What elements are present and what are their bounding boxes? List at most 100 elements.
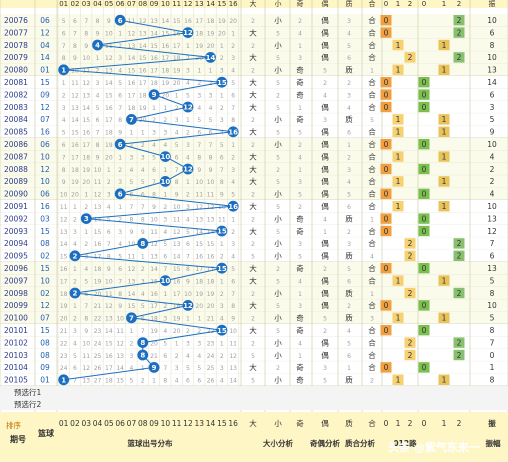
miss-count: 15 bbox=[207, 241, 215, 248]
preselect-label: 预选行2 bbox=[14, 399, 41, 409]
miss-count: 20 bbox=[94, 291, 102, 298]
route-cell bbox=[453, 250, 465, 261]
route-cell bbox=[453, 287, 465, 299]
miss-count: 2 bbox=[141, 378, 145, 385]
ball-code: 08 bbox=[40, 338, 50, 347]
miss-count: 12 bbox=[229, 353, 237, 360]
miss-count: 2 bbox=[231, 43, 235, 50]
size-value: 小 bbox=[274, 16, 282, 25]
miss-count: 10 bbox=[116, 316, 124, 323]
miss-count: 14 bbox=[139, 43, 147, 50]
preselect-row[interactable] bbox=[0, 386, 508, 398]
drawn-ball-label: 15 bbox=[217, 79, 227, 87]
miss-count: 7 bbox=[107, 241, 111, 248]
parity-miss: 4 bbox=[298, 340, 302, 347]
amplitude-value: 13 bbox=[487, 66, 497, 75]
amplitude-value: 5 bbox=[490, 314, 495, 323]
miss-count: 17 bbox=[173, 291, 181, 298]
amplitude-value: 6 bbox=[490, 28, 495, 37]
parity-miss: 2 bbox=[298, 142, 302, 149]
miss-count: 4 bbox=[231, 68, 235, 75]
ball-code: 12 bbox=[40, 165, 50, 174]
ball-code: 09 bbox=[40, 363, 50, 372]
header-ball-number: 03 bbox=[82, 0, 91, 8]
issue-number: 20094 bbox=[4, 239, 28, 248]
drawn-ball-label: 1 bbox=[61, 66, 66, 74]
miss-count: 9 bbox=[175, 192, 179, 199]
footer-ball-number: 02 bbox=[70, 419, 80, 428]
miss-count: 2 bbox=[197, 328, 201, 335]
miss-count: 7 bbox=[141, 204, 145, 211]
ball-code: 08 bbox=[40, 239, 50, 248]
size-miss: 5 bbox=[276, 204, 280, 211]
prime-value: 质 bbox=[345, 288, 353, 298]
mod3-cell bbox=[404, 52, 416, 63]
miss-count: 24 bbox=[207, 353, 215, 360]
miss-count: 4 bbox=[163, 142, 167, 149]
prime-value: 合 bbox=[368, 325, 376, 335]
mod3-value: 1 bbox=[396, 152, 401, 161]
parity-miss: 2 bbox=[298, 18, 302, 25]
prime-miss: 3 bbox=[347, 18, 351, 25]
miss-count: 9 bbox=[62, 179, 66, 186]
miss-count: 5 bbox=[96, 105, 100, 112]
miss-count: 20 bbox=[207, 43, 215, 50]
issue-number: 20095 bbox=[4, 252, 28, 261]
prime-value: 质 bbox=[345, 251, 353, 261]
size-miss: 5 bbox=[276, 179, 280, 186]
route-cell bbox=[438, 312, 450, 323]
miss-count: 8 bbox=[96, 18, 100, 25]
miss-count: 3 bbox=[152, 130, 156, 137]
miss-count: 3 bbox=[220, 365, 224, 372]
table-row bbox=[0, 336, 508, 349]
prime-miss: 5 bbox=[347, 192, 351, 199]
miss-count: 13 bbox=[207, 216, 215, 223]
header-odd: 奇 bbox=[297, 0, 304, 8]
miss-count: 8 bbox=[220, 179, 224, 186]
miss-count: 11 bbox=[128, 254, 136, 261]
issue-number: 20093 bbox=[4, 227, 28, 236]
miss-count: 9 bbox=[231, 316, 235, 323]
miss-count: 4 bbox=[163, 328, 167, 335]
header-ball-number: 02 bbox=[70, 0, 79, 8]
prime-value: 合 bbox=[368, 238, 376, 248]
mod3-value: 1 bbox=[396, 276, 401, 285]
parity-value: 奇 bbox=[296, 375, 304, 385]
prime-value: 合 bbox=[368, 139, 376, 149]
mod3-value: 0 bbox=[384, 214, 389, 223]
miss-count: 14 bbox=[173, 254, 181, 261]
parity-miss: 4 bbox=[298, 278, 302, 285]
parity-miss: 2 bbox=[323, 80, 327, 87]
miss-count: 19 bbox=[150, 328, 158, 335]
prime-miss: 3 bbox=[370, 316, 374, 323]
prime-miss: 4 bbox=[347, 30, 351, 37]
miss-count: 7 bbox=[96, 130, 100, 137]
footer-big: 大 bbox=[249, 418, 257, 428]
route-value: 2 bbox=[457, 53, 462, 62]
miss-count: 17 bbox=[195, 266, 203, 273]
miss-count: 16 bbox=[94, 241, 102, 248]
issue-number: 20076 bbox=[4, 16, 28, 25]
miss-count: 7 bbox=[220, 167, 224, 174]
miss-count: 5 bbox=[186, 92, 190, 99]
miss-count: 5 bbox=[220, 142, 224, 149]
miss-count: 3 bbox=[141, 278, 145, 285]
size-value: 大 bbox=[249, 362, 257, 372]
drawn-ball-marker bbox=[137, 349, 149, 361]
miss-count: 4 bbox=[62, 117, 66, 124]
miss-count: 12 bbox=[60, 216, 68, 223]
header-ball-number: 15 bbox=[217, 0, 226, 8]
route-value: 2 bbox=[457, 28, 462, 37]
issue-number: 20092 bbox=[4, 214, 28, 223]
miss-count: 2 bbox=[197, 80, 201, 87]
miss-count: 15 bbox=[162, 30, 170, 37]
parity-value: 奇 bbox=[296, 89, 304, 99]
parity-miss: 5 bbox=[298, 254, 302, 261]
miss-count: 1 bbox=[197, 68, 201, 75]
miss-count: 3 bbox=[107, 192, 111, 199]
miss-count: 20 bbox=[173, 328, 181, 335]
miss-count: 18 bbox=[207, 278, 215, 285]
preselect-row[interactable] bbox=[0, 398, 508, 410]
miss-count: 16 bbox=[207, 254, 215, 261]
route-value: 2 bbox=[457, 239, 462, 248]
